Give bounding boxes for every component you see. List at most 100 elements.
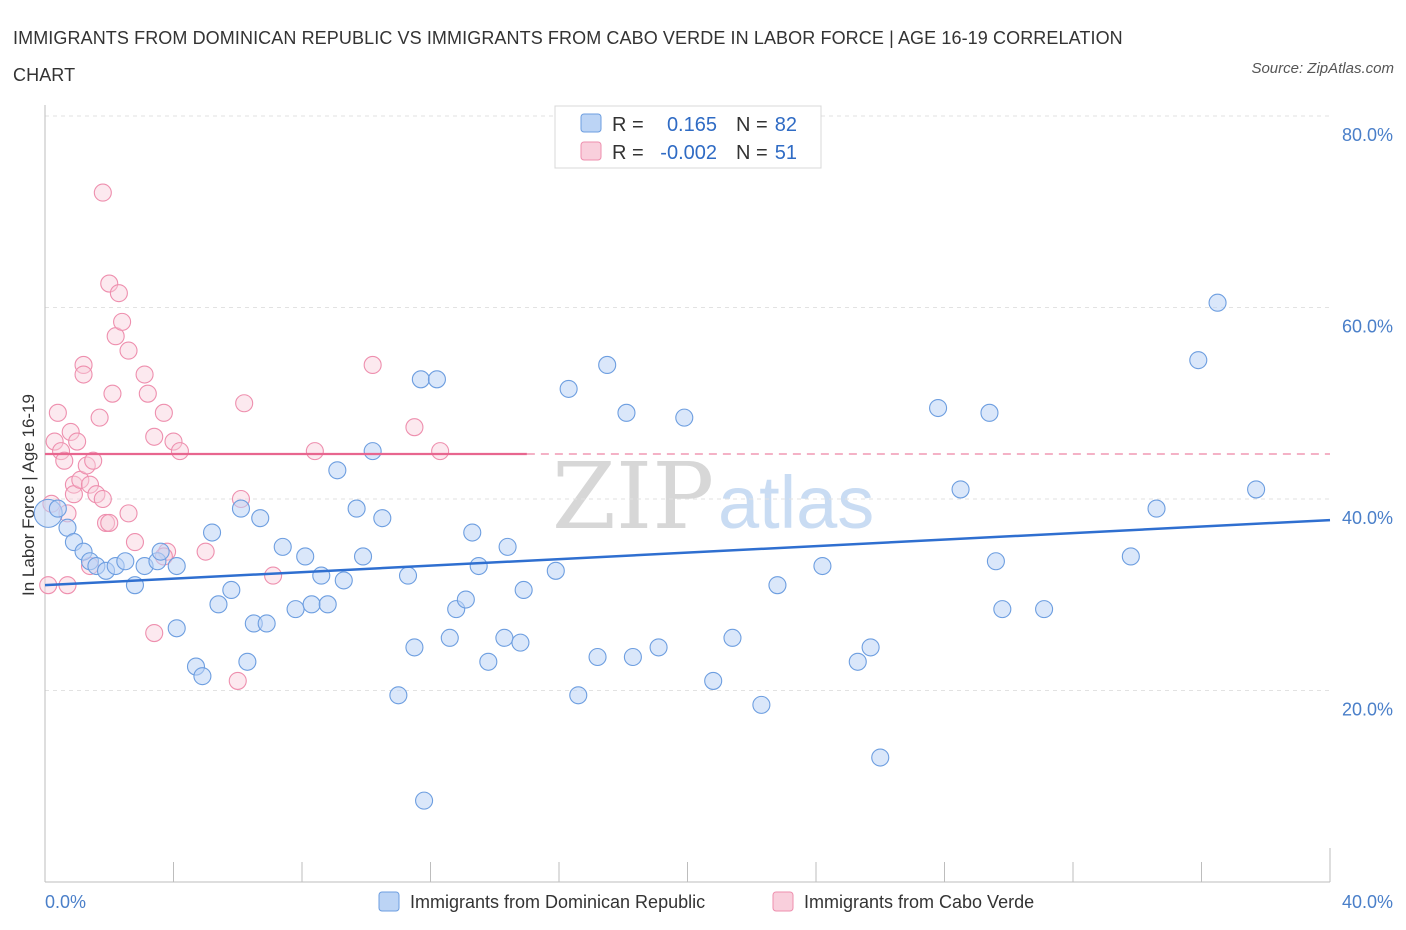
bottom-legend-label-pink: Immigrants from Cabo Verde [804,892,1034,912]
point-dominican-25 [257,614,276,633]
legend-n-label-1: N = [736,114,768,136]
point-dominican-56 [569,686,588,705]
point-dominican-29 [302,595,321,614]
point-dominican-13 [151,542,170,561]
point-dominican-49 [479,652,498,671]
point-dominican-15 [167,619,186,638]
point-caboverde-50 [119,504,138,523]
point-dominican-74 [986,552,1005,571]
point-dominican-14 [167,556,186,576]
point-caboverde-42 [235,394,254,413]
point-dominican-32 [328,461,347,480]
series-legend: Immigrants from Dominican Republic Immig… [378,891,1034,912]
point-dominican-67 [813,556,832,576]
point-caboverde-25 [100,513,119,532]
point-caboverde-29 [113,312,132,331]
watermark-atlas: atlas [718,461,874,544]
point-dominican-70 [871,748,890,767]
point-caboverde-34 [145,623,164,643]
point-caboverde-31 [125,533,144,552]
point-dominican-43 [427,370,446,389]
point-dominican-17 [193,667,212,686]
point-dominican-22 [238,652,257,671]
point-dominican-78 [1147,499,1166,518]
trend-line-dominican [44,518,1331,587]
point-dominican-40 [405,638,424,657]
point-caboverde-44 [305,442,324,461]
legend-r-value-2: -0.002 [660,142,717,164]
x-tick-label-max: 40.0% [1342,892,1393,912]
watermark-zip: ZIP [552,443,714,550]
point-dominican-61 [649,638,668,657]
point-dominican-28 [296,547,315,566]
y-tick-label-20: 20.0% [1342,700,1393,720]
legend-n-label-2: N = [736,142,768,164]
legend-swatch-pink [580,141,602,161]
legend-n-value-1: 82 [775,114,797,136]
point-caboverde-39 [170,442,189,461]
y-tick-label-60: 60.0% [1342,317,1393,337]
point-caboverde-8 [61,422,80,442]
x-ticks [44,848,1331,882]
point-caboverde-11 [68,432,87,451]
point-dominican-79 [1189,351,1208,370]
point-dominican-75 [993,600,1012,619]
point-dominican-48 [469,556,488,576]
series-dominican-republic [33,293,1266,810]
point-dominican-33 [334,571,353,590]
point-dominican-41 [411,370,430,389]
point-caboverde-36 [154,403,173,422]
point-dominican-54 [546,561,565,580]
point-dominican-51 [498,537,517,556]
point-dominican-65 [752,695,771,714]
point-dominican-57 [588,647,607,667]
point-dominican-59 [617,403,636,422]
bottom-legend-label-blue: Immigrants from Dominican Republic [410,892,705,912]
point-caboverde-47 [431,442,450,461]
legend-r-value-1: 0.165 [667,114,717,136]
point-dominican-62 [675,408,694,427]
point-dominican-80 [1208,293,1227,312]
point-dominican-60 [623,647,642,667]
trend-lines [44,452,1331,587]
point-dominican-20 [222,580,241,600]
point-dominican-72 [951,480,970,499]
point-caboverde-3 [48,403,67,422]
legend-r-label-1: R = [612,114,644,136]
point-dominican-50 [495,628,514,647]
series-cabo-verde [39,183,450,690]
point-dominican-24 [251,509,270,528]
point-caboverde-16 [80,475,100,494]
chart-title: IMMIGRANTS FROM DOMINICAN REPUBLIC VS IM… [13,28,1123,85]
point-dominican-68 [848,652,867,671]
point-dominican-77 [1121,547,1140,566]
point-dominican-64 [723,628,742,647]
point-dominican-46 [456,590,475,609]
legend-swatch-blue [580,113,602,133]
point-dominican-47 [463,523,482,542]
point-caboverde-18 [84,451,103,470]
point-caboverde-13 [74,355,93,375]
point-dominican-53 [514,580,533,600]
point-caboverde-46 [405,418,424,437]
point-dominican-73 [980,403,999,422]
point-caboverde-30 [119,341,138,360]
point-caboverde-2 [45,432,64,451]
point-caboverde-38 [164,432,183,451]
point-dominican-81 [1247,480,1266,499]
y-tick-label-80: 80.0% [1342,125,1393,145]
point-caboverde-40 [228,671,247,690]
source-label: Source: ZipAtlas.com [1251,60,1394,77]
point-dominican-18 [203,523,222,542]
correlation-legend: R = 0.165 N = 82 R = -0.002 N = 51 [554,105,822,169]
point-dominican-69 [861,638,880,657]
point-dominican-27 [286,600,305,619]
point-caboverde-49 [196,542,215,561]
point-caboverde-35 [145,427,164,446]
point-caboverde-21 [93,489,112,509]
point-dominican-26 [273,537,292,556]
legend-r-label-2: R = [612,142,644,164]
bottom-legend-swatch-blue [378,891,400,912]
point-caboverde-43 [264,566,283,585]
